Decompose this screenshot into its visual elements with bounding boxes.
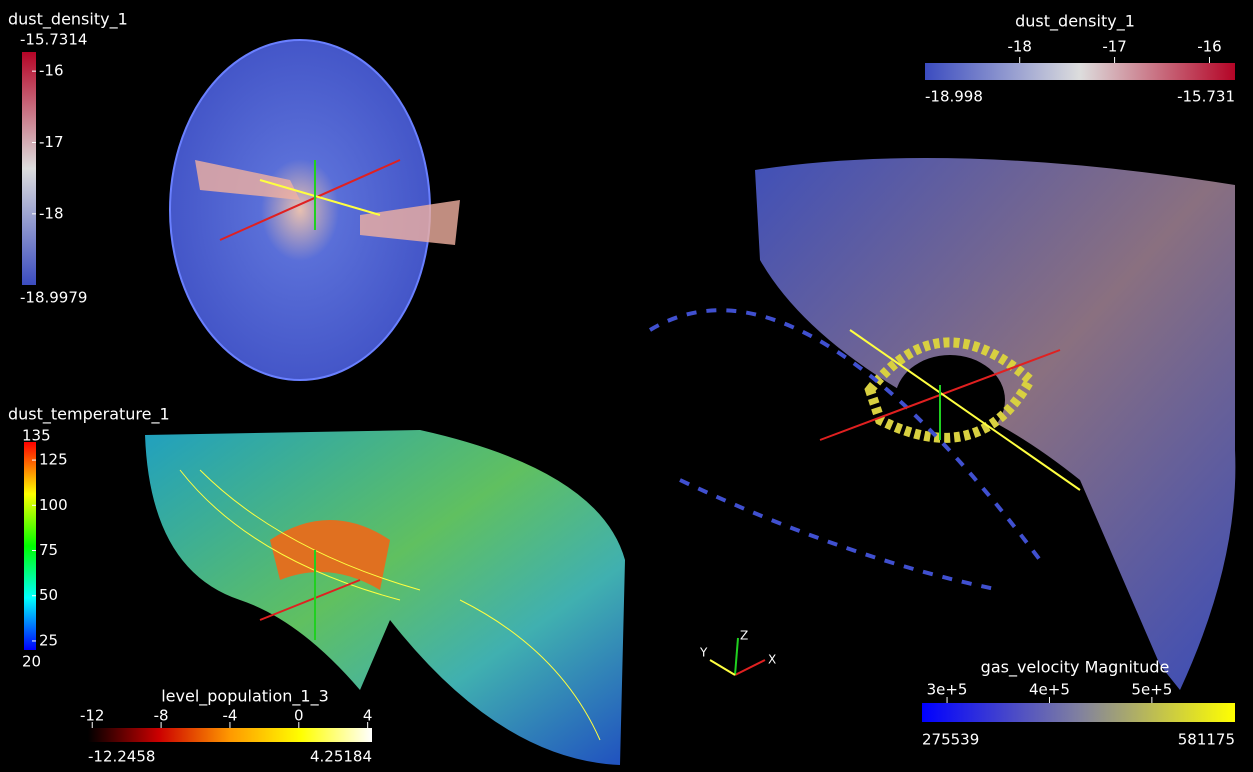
tick-label: 25: [39, 631, 58, 649]
tick-label: 5e+5: [1131, 681, 1172, 699]
colorbar-min: 275539: [922, 731, 979, 749]
colorbar-max: 135: [22, 427, 51, 445]
colorbar-max: 4.25184: [310, 748, 372, 766]
colorbar: [922, 703, 1235, 722]
tick-label: -18: [1007, 38, 1032, 56]
axis-label: Y: [699, 646, 708, 660]
colorbar-min: -12.2458: [88, 748, 155, 766]
colorbar-min: -18.9979: [20, 289, 87, 307]
tick-label: 3e+5: [927, 681, 968, 699]
colorbar-min: -18.998: [925, 88, 983, 106]
tick-label: 0: [294, 707, 304, 725]
density-sphere: [169, 39, 460, 381]
colorbar: [22, 52, 36, 285]
tick-label: -4: [222, 707, 237, 725]
tick-label: -16: [39, 62, 64, 80]
tick-label: -17: [1102, 38, 1127, 56]
colorbar-max: 581175: [1178, 731, 1235, 749]
colorbar-title: dust_density_1: [1015, 12, 1135, 32]
colorbar-title: level_population_1_3: [161, 687, 329, 707]
temperature-wedge: [145, 430, 625, 765]
tick-label: -8: [154, 707, 169, 725]
tick-label: 100: [39, 496, 68, 514]
colorbar-title: gas_velocity Magnitude: [981, 658, 1170, 678]
tick-label: 4e+5: [1029, 681, 1070, 699]
colorbar-title: dust_density_1: [8, 10, 128, 30]
axis-triad: X Z Y: [699, 629, 776, 676]
colorbar: [24, 442, 36, 650]
tick-label: 75: [39, 541, 58, 559]
tick-label: -16: [1197, 38, 1222, 56]
tick-label: 125: [39, 451, 68, 469]
colorbar-min: 20: [22, 653, 41, 671]
colorbar: [925, 63, 1235, 80]
velocity-wedge: [648, 158, 1236, 690]
tick-label: -18: [39, 204, 64, 222]
tick-label: 50: [39, 586, 58, 604]
tick-label: -17: [39, 133, 64, 151]
colorbar: [88, 728, 372, 742]
colorbar-title: dust_temperature_1: [8, 405, 170, 425]
tick-label: -12: [80, 707, 105, 725]
colorbar-max: -15.7314: [20, 31, 87, 49]
axis-label: Z: [740, 629, 748, 643]
colorbar-max: -15.731: [1177, 88, 1235, 106]
tick-label: 4: [363, 707, 373, 725]
axis-label: X: [768, 653, 776, 667]
